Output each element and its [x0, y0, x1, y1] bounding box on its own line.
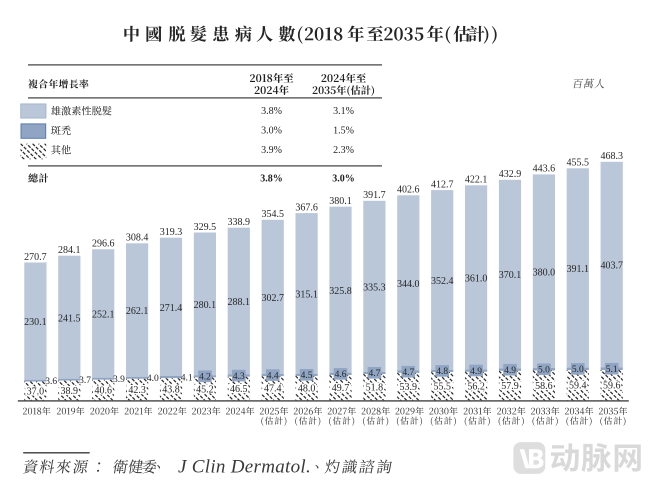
svg-text:37.0: 37.0: [27, 386, 45, 397]
svg-text:252.1: 252.1: [92, 310, 115, 321]
svg-text:38.9: 38.9: [61, 386, 79, 397]
svg-text:4.3: 4.3: [233, 372, 245, 382]
svg-text:48.0: 48.0: [298, 384, 316, 395]
svg-text:4.4: 4.4: [267, 371, 279, 381]
svg-text:1.5%: 1.5%: [333, 126, 354, 137]
svg-text:4.5: 4.5: [301, 371, 313, 381]
svg-text:380.0: 380.0: [533, 267, 556, 278]
svg-text:53.9: 53.9: [400, 382, 418, 393]
svg-text:46.5: 46.5: [230, 384, 248, 395]
svg-text:271.4: 271.4: [160, 303, 183, 314]
svg-text:241.5: 241.5: [58, 313, 81, 324]
svg-text:325.8: 325.8: [329, 286, 352, 297]
svg-text:4.2: 4.2: [199, 373, 211, 383]
svg-text:3.1%: 3.1%: [333, 106, 354, 117]
svg-text:319.3: 319.3: [160, 227, 183, 238]
svg-text:42.3: 42.3: [128, 385, 146, 396]
svg-text:352.4: 352.4: [431, 276, 454, 287]
svg-text:5.1: 5.1: [606, 365, 618, 375]
svg-text:5.0: 5.0: [572, 365, 584, 375]
svg-text:4.9: 4.9: [504, 366, 516, 376]
svg-text:391.7: 391.7: [363, 190, 386, 201]
svg-text:412.7: 412.7: [431, 179, 454, 190]
svg-text:335.3: 335.3: [363, 282, 386, 293]
svg-text:55.5: 55.5: [433, 382, 451, 393]
svg-text:367.6: 367.6: [295, 202, 318, 213]
svg-text:5.0: 5.0: [538, 366, 550, 376]
svg-text:4.0: 4.0: [147, 374, 159, 384]
svg-text:288.1: 288.1: [228, 297, 251, 308]
svg-text:J Clin Dermatol.: J Clin Dermatol.: [178, 456, 311, 477]
svg-text:280.1: 280.1: [194, 300, 217, 311]
svg-text:443.6: 443.6: [533, 164, 556, 175]
svg-text:296.6: 296.6: [92, 239, 115, 250]
svg-text:230.1: 230.1: [24, 317, 47, 328]
svg-text:40.6: 40.6: [94, 386, 112, 397]
svg-text:284.1: 284.1: [58, 245, 81, 256]
svg-text:45.2: 45.2: [196, 384, 214, 395]
svg-text:302.7: 302.7: [261, 293, 284, 304]
svg-text:270.7: 270.7: [24, 252, 47, 263]
svg-text:354.5: 354.5: [261, 209, 284, 220]
svg-text:432.9: 432.9: [499, 169, 522, 180]
svg-text:361.0: 361.0: [465, 273, 488, 284]
svg-text:344.0: 344.0: [397, 279, 420, 290]
svg-text:3.0%: 3.0%: [332, 174, 355, 185]
svg-text:4.6: 4.6: [335, 370, 347, 380]
svg-text:49.7: 49.7: [332, 383, 350, 394]
svg-text:455.5: 455.5: [567, 158, 590, 169]
svg-text:315.1: 315.1: [295, 290, 318, 301]
svg-text:4.9: 4.9: [470, 367, 482, 377]
svg-text:403.7: 403.7: [600, 261, 623, 272]
svg-text:402.6: 402.6: [397, 185, 420, 196]
svg-text:4.7: 4.7: [402, 368, 414, 378]
svg-text:4.7: 4.7: [368, 369, 380, 379]
svg-text:308.4: 308.4: [126, 233, 149, 244]
svg-text:370.1: 370.1: [499, 270, 522, 281]
svg-text:56.2: 56.2: [467, 382, 485, 393]
svg-text:3.9%: 3.9%: [261, 145, 282, 156]
svg-text:3.0%: 3.0%: [261, 126, 282, 137]
svg-text:3.7: 3.7: [79, 376, 91, 386]
svg-text:59.4: 59.4: [569, 381, 587, 392]
svg-text:380.1: 380.1: [329, 196, 352, 207]
svg-text:3.8%: 3.8%: [261, 106, 282, 117]
svg-text:391.1: 391.1: [567, 264, 590, 275]
svg-text:57.9: 57.9: [501, 381, 519, 392]
svg-text:468.3: 468.3: [600, 151, 623, 162]
svg-text:4.1: 4.1: [181, 373, 193, 383]
svg-text:3.8%: 3.8%: [260, 174, 283, 185]
svg-text:262.1: 262.1: [126, 306, 149, 317]
svg-text:3.6: 3.6: [45, 377, 57, 387]
svg-text:4.8: 4.8: [436, 367, 448, 377]
svg-text:3.9: 3.9: [113, 375, 125, 385]
svg-text:422.1: 422.1: [465, 175, 488, 186]
svg-text:338.9: 338.9: [228, 217, 251, 228]
svg-text:43.8: 43.8: [162, 385, 180, 396]
svg-text:2.3%: 2.3%: [333, 145, 354, 156]
svg-text:51.8: 51.8: [366, 383, 384, 394]
svg-text:58.6: 58.6: [535, 381, 553, 392]
svg-text:329.5: 329.5: [194, 222, 217, 233]
svg-text:59.6: 59.6: [603, 381, 621, 392]
svg-text:47.4: 47.4: [264, 384, 282, 395]
